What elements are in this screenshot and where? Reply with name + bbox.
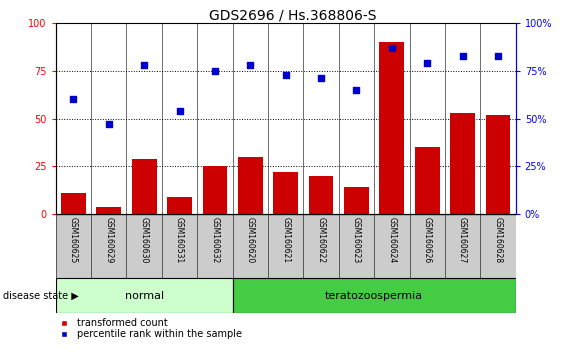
Text: teratozoospermia: teratozoospermia [325, 291, 423, 301]
Text: GSM160625: GSM160625 [69, 217, 78, 264]
Text: GSM160628: GSM160628 [493, 217, 502, 263]
Point [246, 62, 255, 68]
Text: GSM160627: GSM160627 [458, 217, 467, 264]
Text: GSM160622: GSM160622 [316, 217, 326, 263]
Legend: transformed count, percentile rank within the sample: transformed count, percentile rank withi… [54, 318, 242, 339]
Bar [61, 193, 86, 214]
Point [493, 53, 503, 58]
Bar [56, 278, 233, 313]
Bar [96, 206, 121, 214]
Bar [450, 113, 475, 214]
Point [210, 68, 220, 74]
Text: GSM160624: GSM160624 [387, 217, 396, 264]
Point [352, 87, 361, 93]
Point [69, 97, 78, 102]
Text: GSM160621: GSM160621 [281, 217, 290, 263]
Text: GSM160626: GSM160626 [423, 217, 432, 264]
Text: disease state ▶: disease state ▶ [3, 291, 79, 301]
Bar [273, 172, 298, 214]
Text: GSM160629: GSM160629 [104, 217, 113, 264]
Bar [380, 42, 404, 214]
Point [281, 72, 290, 78]
Bar [167, 197, 192, 214]
Text: GDS2696 / Hs.368806-S: GDS2696 / Hs.368806-S [209, 9, 377, 23]
Point [316, 76, 326, 81]
Bar [238, 157, 263, 214]
Bar [486, 115, 510, 214]
Text: GSM160630: GSM160630 [139, 217, 149, 264]
Bar [309, 176, 333, 214]
Point [139, 62, 149, 68]
Point [458, 53, 467, 58]
Bar [233, 278, 516, 313]
Text: GSM160632: GSM160632 [210, 217, 219, 264]
Point [387, 45, 397, 51]
Bar [203, 166, 227, 214]
Point [104, 121, 114, 127]
Text: normal: normal [125, 291, 163, 301]
Bar [132, 159, 156, 214]
Point [423, 60, 432, 66]
Bar [415, 147, 440, 214]
Text: GSM160620: GSM160620 [246, 217, 255, 264]
Point [175, 108, 184, 114]
Text: GSM160531: GSM160531 [175, 217, 184, 264]
Bar [344, 187, 369, 214]
Text: GSM160623: GSM160623 [352, 217, 361, 264]
